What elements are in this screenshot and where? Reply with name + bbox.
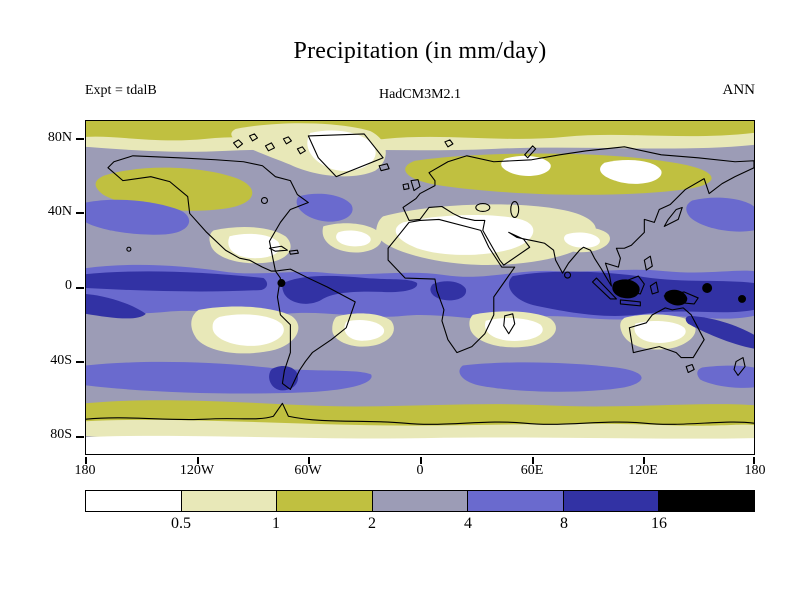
lon-tick-mark bbox=[753, 457, 755, 464]
contour-band-gulf-stream-blue bbox=[296, 193, 353, 222]
coastline-caribbean bbox=[268, 245, 299, 255]
lon-tick-label: 120E bbox=[628, 463, 658, 478]
season-label: ANN bbox=[722, 82, 756, 98]
contour-band-sw-pacific-storm-track bbox=[697, 365, 754, 388]
colorbar bbox=[85, 490, 755, 512]
lon-tick-mark bbox=[197, 457, 199, 464]
lat-tick-label: 40N bbox=[47, 204, 72, 219]
contour-band-congo-dark bbox=[430, 281, 467, 301]
lon-tick-label: 0 bbox=[416, 463, 424, 478]
lat-tick-mark bbox=[76, 287, 84, 289]
colorbar-tick-label: 0.5 bbox=[171, 515, 191, 532]
contour-band-spcz-dark bbox=[685, 315, 754, 349]
colorbar-cell-0.5-1 bbox=[180, 491, 277, 511]
lat-tick-label: 0 bbox=[65, 278, 72, 293]
map-plot-area bbox=[85, 120, 755, 455]
contour-band-central-asia-white bbox=[564, 232, 600, 248]
lon-tick-mark bbox=[85, 457, 87, 464]
coastline-north-america bbox=[107, 155, 309, 272]
colorbar-tick-label: 2 bbox=[368, 515, 376, 532]
contour-band-antarctic-white bbox=[86, 435, 754, 454]
lat-tick-mark bbox=[76, 436, 84, 438]
coastline-black-sea bbox=[475, 202, 491, 213]
lat-tick-label: 40S bbox=[50, 353, 72, 368]
experiment-label: Expt = tdalB bbox=[85, 83, 157, 98]
coastline-eurasia bbox=[402, 146, 754, 287]
coastline-africa bbox=[387, 218, 516, 354]
lon-tick-label: 60W bbox=[294, 463, 322, 478]
lon-tick-mark bbox=[532, 457, 534, 464]
coastline-australia bbox=[628, 307, 705, 359]
colorbar-cell-gt-16 bbox=[658, 491, 755, 511]
coastlines bbox=[86, 133, 754, 425]
contour-band-north-pacific-blue bbox=[86, 199, 190, 235]
contour-band-n-atlantic-white bbox=[336, 230, 371, 247]
coastline-caspian-sea bbox=[510, 200, 520, 218]
contour-band-s-indian-white bbox=[484, 318, 543, 341]
contour-band-atlantic-amazon-dark bbox=[282, 275, 418, 304]
plot-title: Precipitation (in mm/day) bbox=[293, 38, 547, 64]
contour-band-greenland-white bbox=[307, 130, 376, 171]
lat-tick-mark bbox=[76, 212, 84, 214]
precipitation-contour-map bbox=[86, 121, 754, 454]
lat-tick-label: 80N bbox=[47, 130, 72, 145]
colorbar-cell-2-4 bbox=[371, 491, 468, 511]
colorbar-cell-lt-0.5 bbox=[86, 491, 181, 511]
contour-band-siberia-white bbox=[600, 159, 662, 184]
coastline-islands-misc bbox=[126, 163, 746, 377]
contour-band-s-atlantic-white bbox=[344, 320, 385, 341]
contour-band-se-pacific-white bbox=[212, 314, 284, 346]
contour-band-s-indian-storm-track bbox=[459, 362, 642, 392]
lon-tick-mark bbox=[643, 457, 645, 464]
lat-tick-mark bbox=[76, 361, 84, 363]
coastline-greenland bbox=[307, 133, 384, 178]
colorbar-cell-1-2 bbox=[276, 491, 372, 511]
colorbar-tick-label: 1 bbox=[272, 515, 280, 532]
coastline-british-isles bbox=[402, 179, 421, 192]
colorbar-tick-label: 8 bbox=[560, 515, 568, 532]
contour-band-ne-pacific-white bbox=[228, 233, 280, 259]
colorbar-cell-4-8 bbox=[467, 491, 563, 511]
lon-tick-label: 180 bbox=[74, 463, 96, 478]
lon-tick-mark bbox=[420, 457, 422, 464]
lon-tick-label: 120W bbox=[179, 463, 215, 478]
lon-tick-mark bbox=[308, 457, 310, 464]
contour-band-pacific-itcz-dark bbox=[86, 271, 268, 292]
contour-bands bbox=[86, 121, 754, 454]
contour-band-precip-maxima-black bbox=[277, 279, 747, 306]
coastline-south-america bbox=[274, 268, 356, 390]
colorbar-tick-label: 16 bbox=[651, 515, 667, 532]
contour-band-kuroshio-blue bbox=[686, 197, 754, 232]
lon-tick-label: 180 bbox=[744, 463, 766, 478]
contour-band-sahara-white bbox=[395, 214, 534, 255]
coastline-japan bbox=[663, 206, 683, 227]
lat-tick-label: 80S bbox=[50, 427, 72, 442]
contour-band-spcz-west-dark bbox=[86, 293, 146, 319]
lat-tick-mark bbox=[76, 138, 84, 140]
coastline-antarctica bbox=[86, 402, 754, 425]
lon-tick-label: 60E bbox=[520, 463, 544, 478]
contour-band-australia-white bbox=[634, 321, 686, 343]
model-label: HadCM3M2.1 bbox=[378, 87, 462, 102]
coastline-maritime-continent bbox=[591, 255, 699, 307]
coastline-arctic-islands bbox=[233, 133, 537, 159]
colorbar-tick-label: 4 bbox=[464, 515, 472, 532]
colorbar-cell-8-16 bbox=[562, 491, 659, 511]
